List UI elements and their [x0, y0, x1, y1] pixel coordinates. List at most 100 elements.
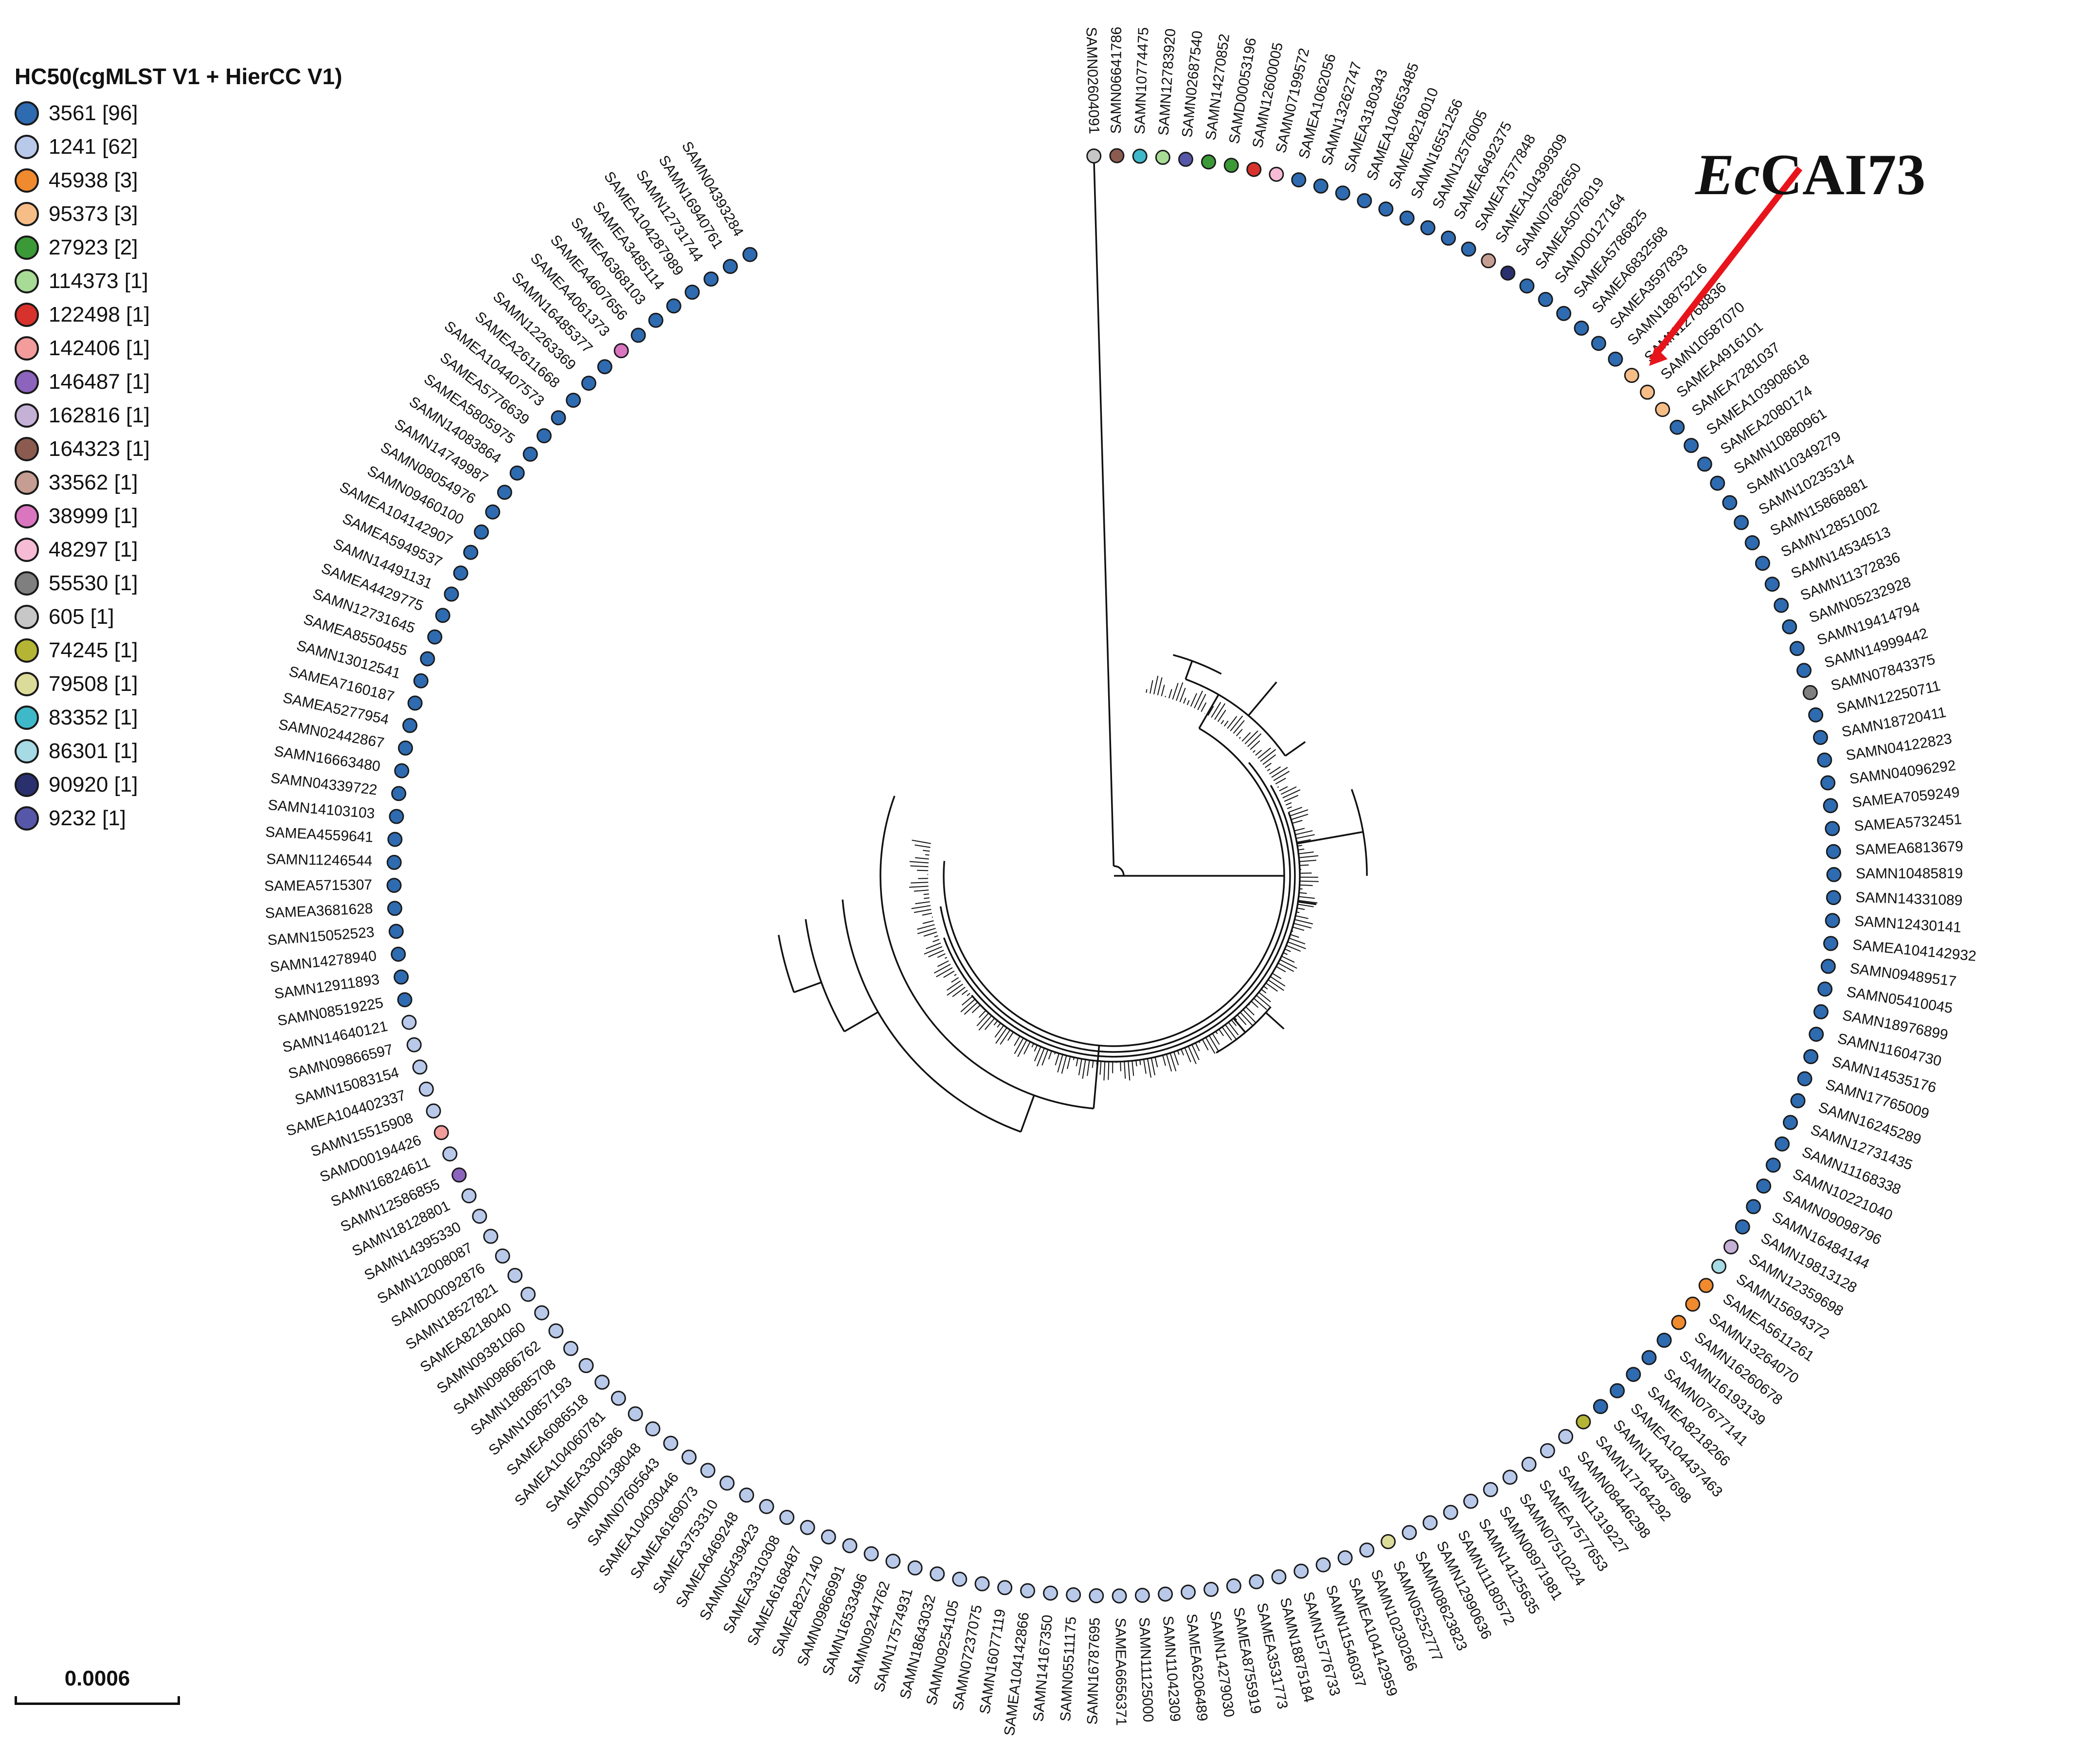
legend-title: HC50(cgMLST V1 + HierCC V1) [15, 64, 342, 89]
tree-branch [1176, 682, 1184, 701]
tree-branch [1120, 1061, 1121, 1071]
leaf-marker [1734, 515, 1749, 530]
tree-branch [1267, 768, 1271, 772]
tree-branch [1131, 1061, 1134, 1076]
leaf-marker [394, 969, 409, 985]
leaf-marker [1378, 201, 1394, 217]
tree-branch [909, 886, 929, 888]
leaf-marker [1132, 148, 1148, 164]
leaf-marker [1521, 1456, 1537, 1472]
tree-branch [961, 990, 968, 995]
leaf-marker [1134, 1588, 1150, 1603]
tree-branch [1014, 1038, 1024, 1054]
tree-branch [1201, 702, 1207, 712]
leaf-marker [387, 832, 403, 847]
leaf-marker [1802, 685, 1818, 700]
tree-branch [1227, 716, 1238, 729]
tree-branch [1286, 945, 1301, 952]
tree-branch [943, 785, 1296, 1058]
leaf-marker [1293, 1563, 1309, 1579]
leaf-label: SAMN05511175 [1058, 1616, 1079, 1722]
tree-branch [1078, 1059, 1082, 1075]
tree-branch [1292, 926, 1305, 931]
leaf-marker [1181, 1584, 1196, 1600]
leaf-marker [1656, 1333, 1672, 1348]
legend-label: 9232 [1] [49, 806, 126, 830]
leaf-label: SAMEA6813679 [1855, 838, 1963, 858]
legend-swatch [15, 369, 39, 394]
leaf-marker [1420, 220, 1436, 235]
legend-label: 3561 [96] [49, 101, 138, 125]
tree-branch [922, 920, 934, 924]
tree-branch [1198, 694, 1220, 729]
leaf-marker [551, 410, 566, 426]
tree-branch [984, 1017, 995, 1030]
leaf-marker [1158, 1586, 1173, 1602]
tree-branch [1221, 720, 1224, 725]
legend-item: 1241 [62] [15, 130, 413, 163]
tree-branch [967, 993, 970, 996]
tree-branch [1247, 733, 1262, 747]
leaf-marker [1782, 619, 1797, 634]
leaf-marker [1593, 1399, 1608, 1414]
tree-branch [937, 953, 946, 958]
leaf-label: SAMN11042309 [1160, 1615, 1183, 1722]
tree-branch [1299, 880, 1319, 882]
tree-branch [915, 901, 930, 905]
leaf-marker [742, 247, 758, 262]
tree-branch [1218, 1029, 1224, 1036]
leaf-marker [581, 376, 596, 391]
leaf-marker [800, 1520, 815, 1535]
tree-branch [844, 1011, 879, 1032]
legend-item: 605 [1] [15, 600, 413, 634]
legend-item: 114373 [1] [15, 264, 413, 298]
legend-item: 38999 [1] [15, 499, 413, 533]
tree-branch [964, 1001, 978, 1015]
leaf-marker [722, 259, 738, 274]
legend-swatch [15, 436, 39, 461]
tree-branch [994, 1025, 1005, 1038]
tree-branch [1034, 1046, 1041, 1062]
tree-branch [1288, 807, 1303, 813]
leaf-marker [1269, 166, 1284, 182]
tree-branch [1197, 694, 1206, 710]
tree-branch [1280, 786, 1297, 795]
tree-branch [1245, 1006, 1255, 1015]
tree-branch [1251, 1000, 1259, 1008]
leaf-label: SAMN11125000 [1136, 1617, 1156, 1722]
leaf-marker [1226, 1578, 1241, 1594]
legend-swatch [15, 101, 39, 126]
leaf-marker [597, 359, 612, 375]
legend-item: 33562 [1] [15, 466, 413, 499]
legend-label: 605 [1] [49, 604, 114, 629]
tree-branch [1238, 737, 1241, 739]
scale-bar-line [15, 1694, 180, 1705]
tree-branch [1150, 1057, 1156, 1076]
leaf-marker [507, 1268, 523, 1283]
tree-branch [971, 812, 1301, 1063]
leaf-marker [974, 1576, 990, 1592]
leaf-marker [821, 1529, 836, 1545]
tree-branch [1294, 919, 1313, 924]
leaf-marker [1669, 419, 1685, 435]
leaf-marker [1765, 1158, 1781, 1173]
leaf-marker [483, 1229, 499, 1244]
leaf-marker [719, 1475, 735, 1491]
leaf-marker [1744, 535, 1760, 550]
legend-item: 74245 [1] [15, 634, 413, 667]
tree-branch [1215, 1031, 1218, 1034]
tree-branch [1221, 1027, 1232, 1041]
leaf-marker [645, 1421, 661, 1437]
tree-branch [1007, 1032, 1014, 1041]
leaf-marker [495, 1248, 510, 1264]
legend-items: 3561 [96] 1241 [62] 45938 [3] 95373 [3] 2792… [15, 96, 413, 835]
tree-branch [1228, 1022, 1239, 1035]
tree-branch [1295, 834, 1315, 839]
tree-branch [1146, 689, 1148, 693]
leaf-marker [1820, 959, 1836, 974]
leaf-marker [451, 1167, 467, 1183]
tree-branch [911, 882, 929, 884]
leaf-marker [1735, 1219, 1750, 1235]
tree-branch [914, 909, 932, 913]
tree-branch [1261, 989, 1267, 994]
